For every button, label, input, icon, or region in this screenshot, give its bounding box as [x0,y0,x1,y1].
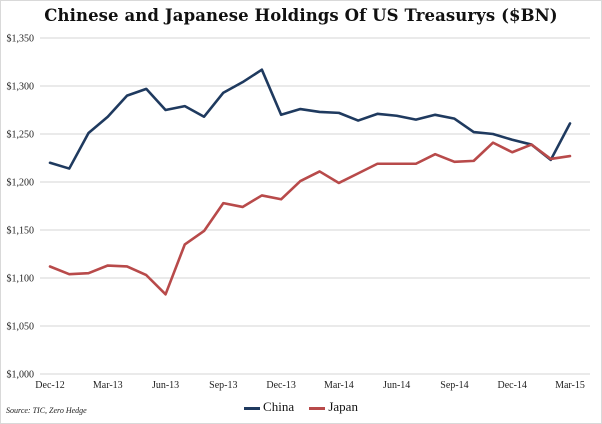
x-tick-label: Dec-14 [498,380,527,391]
y-tick-label: $1,350 [7,34,35,45]
x-tick-label: Mar-13 [93,380,123,391]
legend: China Japan [0,398,602,415]
chart-title: Chinese and Japanese Holdings Of US Trea… [44,6,558,25]
grid-lines [40,37,590,375]
source-note: Source: TIC, Zero Hedge [6,406,87,415]
legend-item-japan: Japan [309,399,358,415]
y-tick-label: $1,300 [7,82,35,93]
legend-swatch-china [244,406,261,410]
y-axis-ticks: $1,000 $1,050 $1,100 $1,150 $1,200 $1,250 $1,3… [7,34,35,381]
y-tick-label: $1,200 [7,178,35,189]
y-tick-label: $1,150 [7,226,35,237]
series-line-china [48,68,572,170]
x-tick-label: Dec-13 [266,380,295,391]
x-tick-label: Dec-12 [35,380,64,391]
x-tick-label: Sep-14 [440,380,468,391]
legend-item-china: China [244,399,294,415]
x-tick-label: Jun-14 [383,380,410,391]
x-tick-label: Mar-14 [324,380,354,391]
y-tick-label: $1,100 [7,274,35,285]
x-tick-label: Jun-13 [152,380,179,391]
y-tick-label: $1,050 [7,322,35,333]
x-axis-ticks: Dec-12 Mar-13 Jun-13 Sep-13 Dec-13 Mar-14 Jun-… [35,380,585,391]
y-tick-label: $1,250 [7,130,35,141]
legend-label-china: China [263,399,295,415]
legend-label-japan: Japan [328,399,358,415]
series-lines [48,68,572,296]
series-line-japan [48,141,572,296]
x-tick-label: Mar-15 [555,380,585,391]
y-tick-label: $1,000 [7,370,35,381]
legend-swatch-japan [309,406,326,410]
x-tick-label: Sep-13 [209,380,237,391]
